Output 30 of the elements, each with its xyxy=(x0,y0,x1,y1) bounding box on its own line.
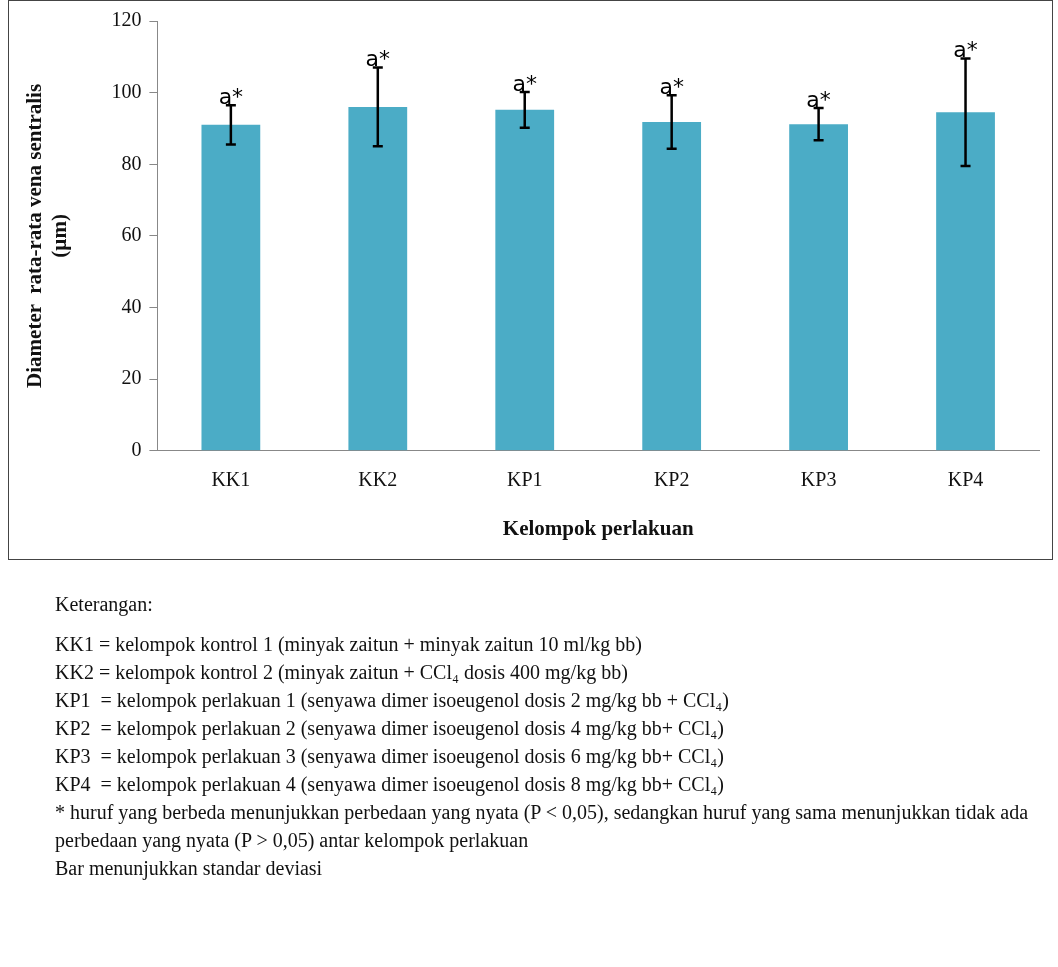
x-tick-label: KP3 xyxy=(800,468,837,491)
x-tick-label: KK2 xyxy=(358,468,398,491)
x-tick-label: KP4 xyxy=(947,468,984,491)
y-tick-label: 60 xyxy=(121,223,142,246)
annotation: a* xyxy=(218,83,244,109)
annotation: a* xyxy=(512,70,537,96)
x-tick-label: KK1 xyxy=(211,468,251,491)
x-tick-label: KP2 xyxy=(653,468,690,491)
text: KK2 = kelompok kontrol 2 (minyak zaitun + CCl₄ dosis 400 mg/kg bb) xyxy=(55,660,629,686)
y-tick-label: 40 xyxy=(121,294,142,317)
text: KP4 = kelompok perlakuan 4 (senyawa dimer isoeugenol dosis 8 mg/kg bb+ CCl₄) xyxy=(55,772,725,798)
text: KK1 = kelompok kontrol 1 (minyak zaitun + minyak zaitun 10 ml/kg bb) xyxy=(55,632,643,658)
x-axis-title: Kelompok perlakuan xyxy=(502,515,694,540)
y-tick-label: 0 xyxy=(131,438,142,461)
text: KP2 = kelompok perlakuan 2 (senyawa dimer isoeugenol dosis 4 mg/kg bb+ CCl₄) xyxy=(55,716,725,742)
y-tick-label: 120 xyxy=(111,8,142,31)
y-tick-label: 80 xyxy=(121,151,142,174)
annotation: a* xyxy=(659,73,684,99)
y-tick-label: 20 xyxy=(121,366,142,389)
text: KP1 = kelompok perlakuan 1 (senyawa dimer isoeugenol dosis 2 mg/kg bb + CCl₄) xyxy=(55,688,730,714)
text: Bar menunjukkan standar deviasi xyxy=(55,856,324,882)
annotation: a* xyxy=(953,37,978,63)
text: KP3 = kelompok perlakuan 3 (senyawa dimer isoeugenol dosis 6 mg/kg bb+ CCl₄) xyxy=(55,744,725,770)
y-axis-title: Diameter rata-rata vena sentralis (µm) xyxy=(22,83,72,388)
x-tick-label: KP1 xyxy=(506,468,543,491)
y-tick-label: 100 xyxy=(111,79,142,102)
text: * huruf yang berbeda menunjukkan perbedaan yang nyata (P < 0,05), sedangkan huruf yang sama menunjukkan tidak ada perbedaan yang nyata (P > 0,05) antar kelompok perlakuan xyxy=(55,800,1029,854)
annotation: a* xyxy=(806,86,831,112)
text: Keterangan: xyxy=(55,592,154,618)
annotation: a* xyxy=(365,46,391,72)
